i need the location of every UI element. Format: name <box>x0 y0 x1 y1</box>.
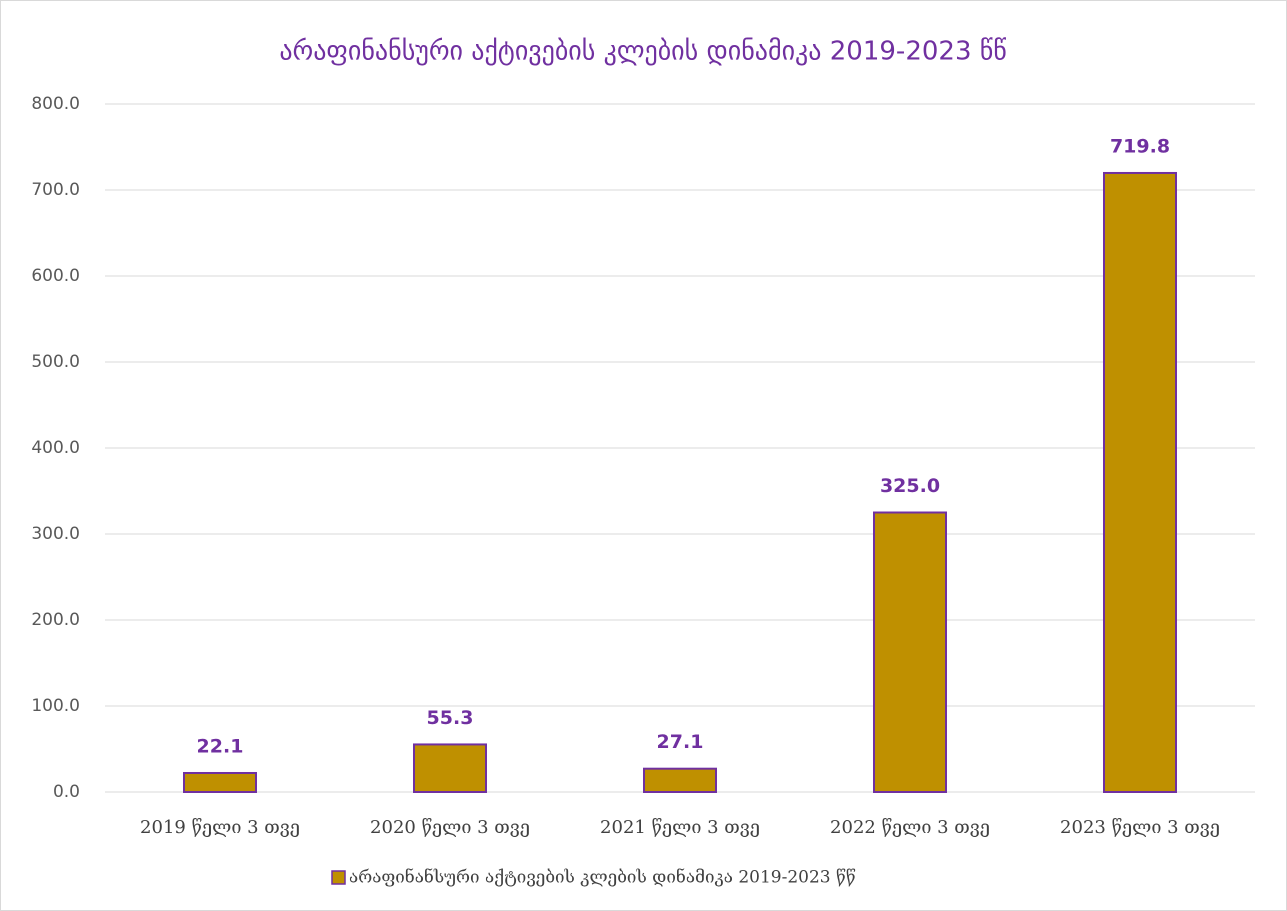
legend-swatch <box>331 870 346 885</box>
x-tick-label: 2020 წელი 3 თვე <box>370 817 530 838</box>
y-tick-label: 200.0 <box>31 610 80 630</box>
y-tick-label: 400.0 <box>31 438 80 458</box>
y-tick-label: 600.0 <box>31 266 80 286</box>
value-label: 719.8 <box>1110 135 1170 157</box>
bar <box>413 743 487 794</box>
bar <box>1103 171 1177 794</box>
y-tick-label: 0.0 <box>53 782 80 802</box>
value-label: 55.3 <box>427 707 474 729</box>
y-tick-label: 500.0 <box>31 352 80 372</box>
value-label: 27.1 <box>657 731 704 753</box>
bar <box>183 771 257 794</box>
bar <box>873 511 947 793</box>
chart-title: არაფინანსური აქტივების კლების დინამიკა 2… <box>279 37 1006 67</box>
x-tick-label: 2023 წელი 3 თვე <box>1060 817 1220 838</box>
y-tick-label: 700.0 <box>31 180 80 200</box>
y-tick-label: 300.0 <box>31 524 80 544</box>
legend-label: არაფინანსური აქტივების კლების დინამიკა 2… <box>349 868 856 888</box>
x-tick-label: 2019 წელი 3 თვე <box>140 817 300 838</box>
x-tick-label: 2021 წელი 3 თვე <box>600 817 760 838</box>
bar <box>643 767 717 793</box>
y-tick-label: 100.0 <box>31 696 80 716</box>
value-label: 325.0 <box>880 475 940 497</box>
y-tick-label: 800.0 <box>31 94 80 114</box>
value-label: 22.1 <box>197 735 244 757</box>
x-tick-label: 2022 წელი 3 თვე <box>830 817 990 838</box>
